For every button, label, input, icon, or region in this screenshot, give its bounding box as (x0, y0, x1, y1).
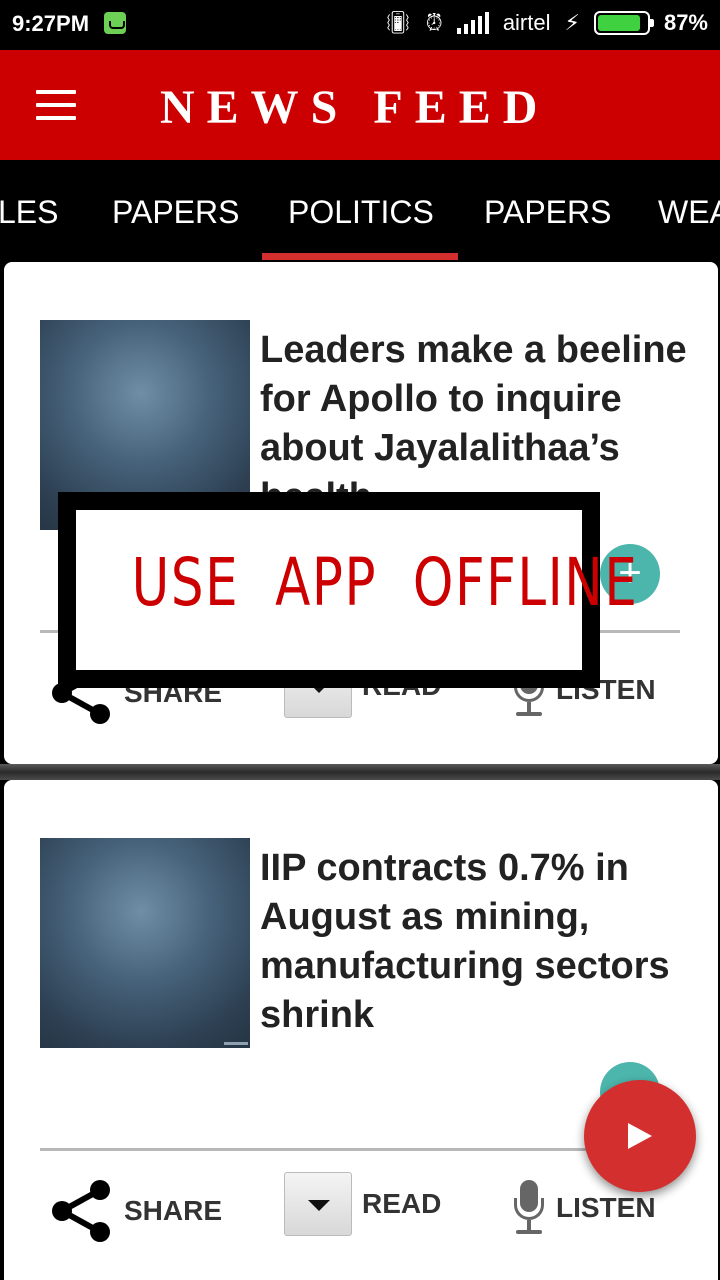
play-fab-button[interactable] (584, 1080, 696, 1192)
signal-icon (456, 12, 489, 34)
carrier-name: airtel (502, 10, 551, 35)
vibrate-off-icon: 📳︎ (383, 10, 412, 35)
android-notification-icon (104, 12, 126, 34)
charging-icon: ⚡︎ (564, 10, 580, 35)
tab-papers[interactable]: PAPERS (112, 194, 240, 230)
article-headline[interactable]: IIP contracts 0.7% in August as mining, … (260, 847, 670, 1036)
battery-icon (593, 11, 654, 35)
tab-politics[interactable]: POLITICS (288, 194, 434, 230)
listen-label: LISTEN (556, 1192, 656, 1223)
article-headline[interactable]: Leaders make a beeline for Apollo to inq… (260, 329, 687, 518)
offline-banner-text: USE APP OFFLINE (131, 544, 639, 621)
status-time: 9:27PM (12, 11, 90, 36)
article-thumbnail[interactable] (40, 838, 250, 1048)
status-icons: 📳︎ ⏰︎ airtel ⚡︎ 87% (384, 10, 708, 36)
app-header: NEWS FEED (0, 50, 720, 160)
tab-indicator (262, 253, 458, 260)
share-label: SHARE (124, 1195, 223, 1226)
add-plus-button[interactable]: + (600, 544, 660, 604)
read-button[interactable]: READ (284, 1172, 441, 1236)
card-separator (0, 764, 720, 780)
news-card[interactable]: IIP contracts 0.7% in August as mining, … (4, 780, 718, 1280)
use-app-offline-banner[interactable]: USE APP OFFLINE (58, 492, 639, 688)
share-button[interactable]: SHARE (48, 1178, 222, 1244)
read-dropdown-icon (284, 1172, 352, 1236)
category-tabs: LES PAPERS POLITICS PAPERS WEA (0, 160, 720, 260)
status-bar: 9:27PM 📳︎ ⏰︎ airtel ⚡︎ 87% (0, 0, 720, 50)
listen-button[interactable]: LISTEN (510, 1180, 656, 1236)
alarm-icon: ⏰︎ (425, 10, 443, 35)
battery-fill (597, 15, 640, 31)
read-label: READ (362, 1188, 442, 1219)
battery-percent: 87% (663, 10, 708, 35)
tab-papers-2[interactable]: PAPERS (484, 194, 612, 230)
tab-weather[interactable]: WEA (658, 194, 720, 230)
card-divider (40, 1148, 680, 1151)
hamburger-menu-icon[interactable] (36, 90, 76, 120)
tab-les[interactable]: LES (0, 194, 59, 230)
share-icon (52, 1180, 110, 1242)
microphone-icon (510, 1180, 546, 1236)
app-title: NEWS FEED (160, 81, 550, 134)
